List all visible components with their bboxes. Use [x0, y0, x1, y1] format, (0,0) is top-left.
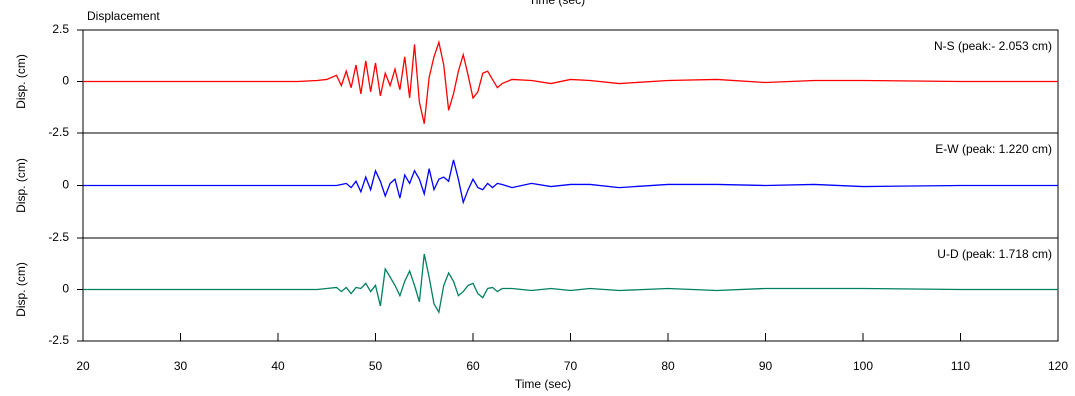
y-axis-label: Disp. (cm) [14, 158, 28, 213]
y-axis-label: Disp. (cm) [14, 54, 28, 109]
x-tick-label: 80 [661, 359, 675, 373]
legend-label: E-W (peak: 1.220 cm) [935, 142, 1052, 156]
x-tick-label: 60 [466, 359, 480, 373]
x-axis-label: Time (sec) [529, 0, 585, 7]
y-tick-label: 0 [62, 178, 69, 192]
x-tick-label: 70 [564, 359, 578, 373]
y-tick-label: 0 [62, 74, 69, 88]
y-tick-label: -2.5 [48, 333, 69, 347]
x-axis-label: Time (sec) [515, 377, 571, 391]
y-tick-label: -2.5 [48, 230, 69, 244]
x-tick-label: 90 [759, 359, 773, 373]
y-tick-label: -2.5 [48, 125, 69, 139]
x-tick-label: 30 [174, 359, 188, 373]
chart-title: Displacement [87, 9, 160, 23]
series-line [83, 39, 1058, 124]
x-tick-label: 100 [853, 359, 873, 373]
x-tick-label: 120 [1048, 359, 1068, 373]
x-tick-label: 50 [369, 359, 383, 373]
y-tick-label: 0 [62, 282, 69, 296]
y-axis-label: Disp. (cm) [14, 262, 28, 317]
series-line [83, 159, 1058, 205]
x-tick-label: 20 [76, 359, 90, 373]
legend-label: N-S (peak:- 2.053 cm) [934, 39, 1052, 53]
legend-label: U-D (peak: 1.718 cm) [937, 247, 1052, 261]
x-tick-label: 110 [951, 359, 970, 373]
series-line [83, 253, 1058, 314]
x-tick-label: 40 [271, 359, 285, 373]
y-tick-label: 2.5 [52, 22, 69, 36]
